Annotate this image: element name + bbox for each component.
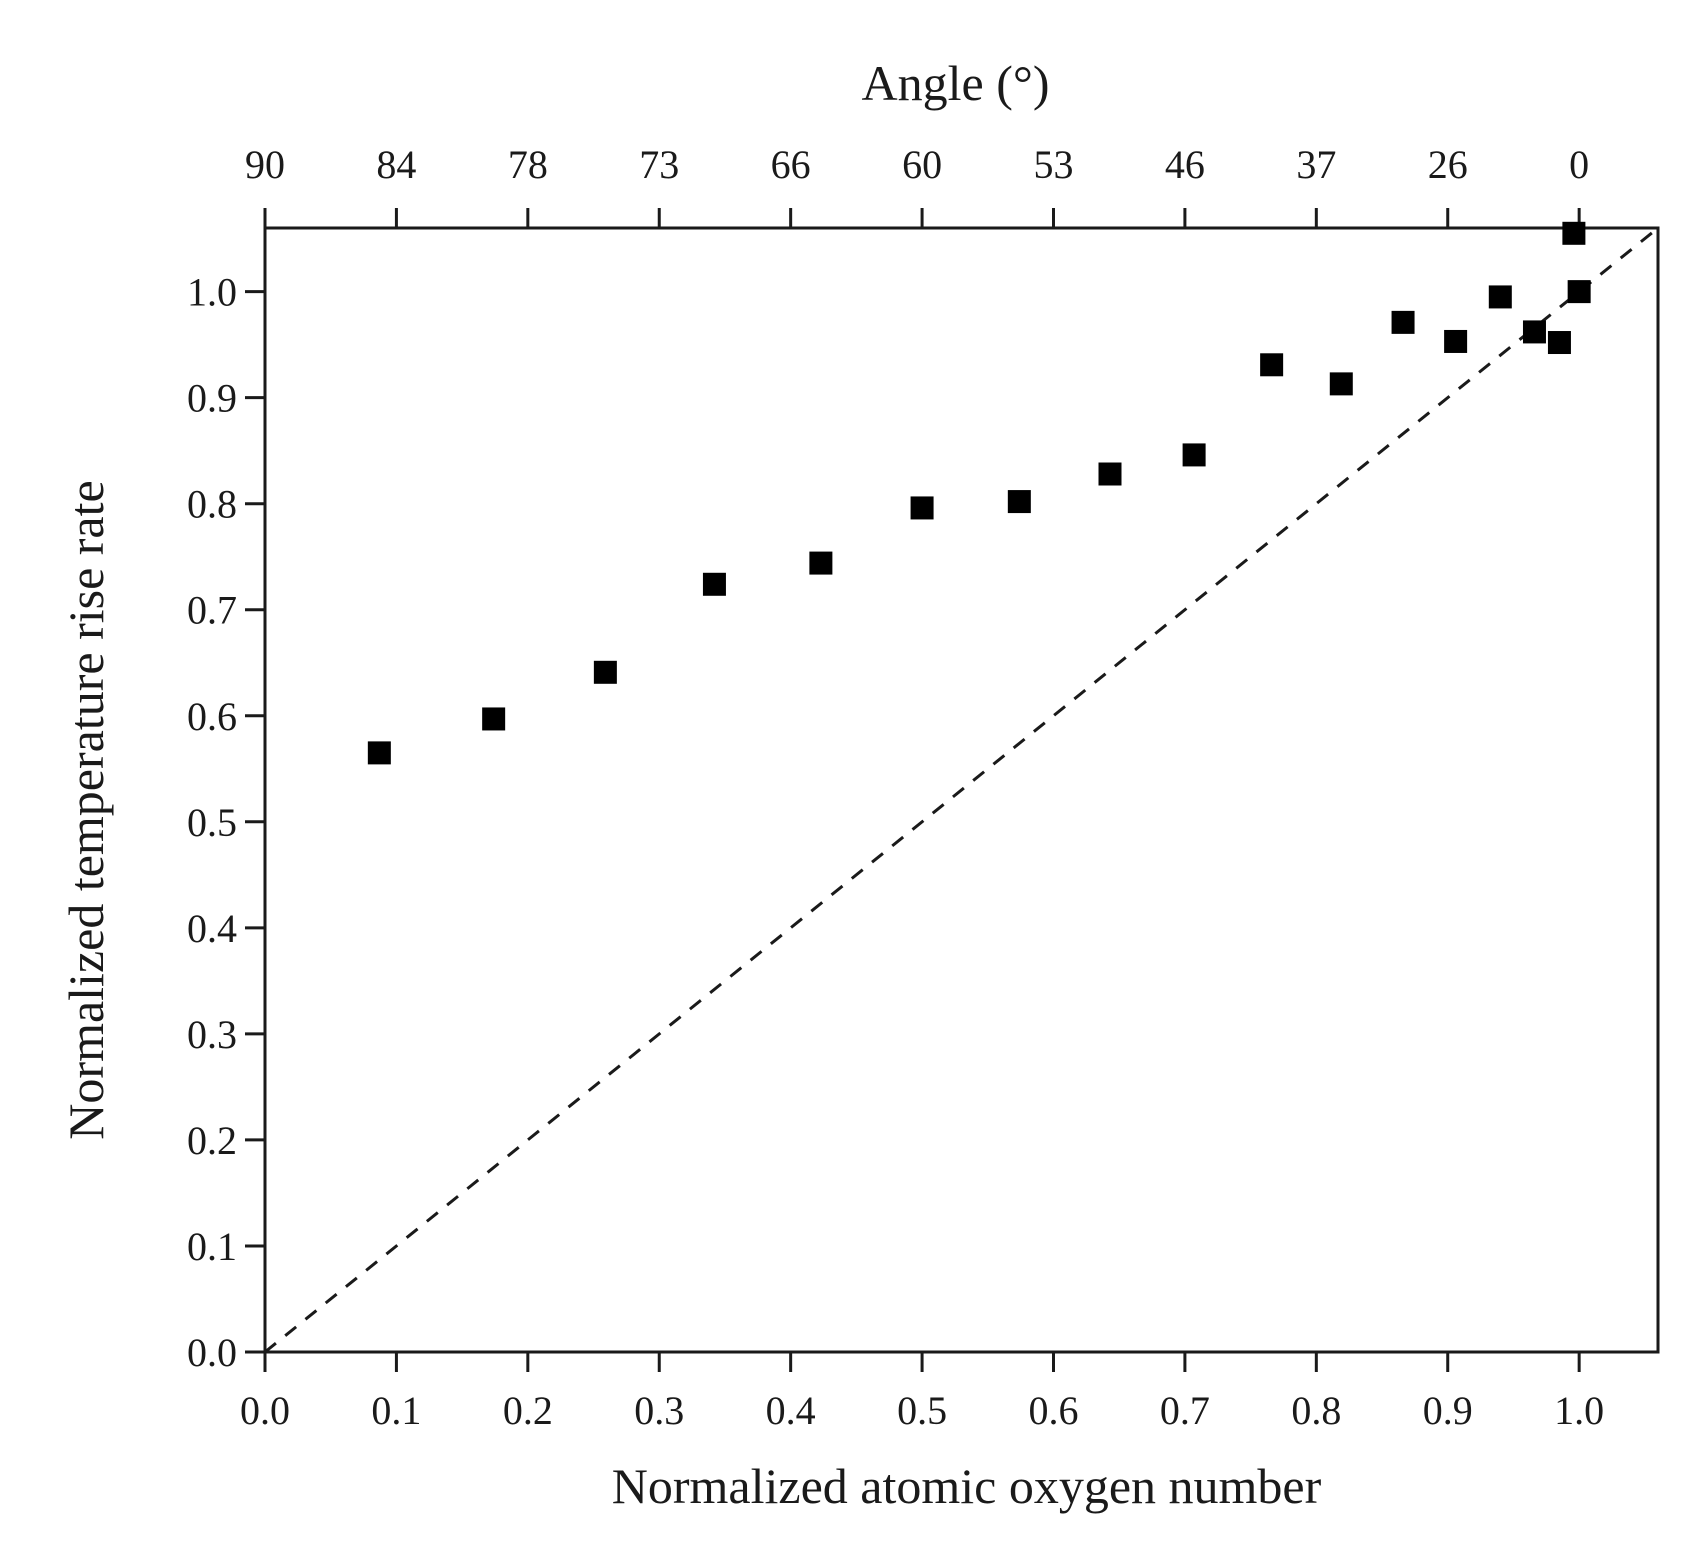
x-tick-label: 0.2 <box>503 1388 553 1433</box>
x-tick-label: 0.3 <box>634 1388 684 1433</box>
y-tick-label: 0.2 <box>187 1118 237 1163</box>
data-point <box>1488 285 1512 309</box>
top-tick-label: 90 <box>245 142 285 187</box>
x-tick-label: 1.0 <box>1554 1388 1604 1433</box>
top-tick-label: 26 <box>1428 142 1468 187</box>
top-tick-label: 0 <box>1569 142 1589 187</box>
data-point <box>1098 462 1122 486</box>
y-tick-label: 0.4 <box>187 906 237 951</box>
y-axis-title: Normalized temperature rise rate <box>58 480 114 1139</box>
data-point <box>809 551 833 575</box>
x-tick-label: 0.4 <box>766 1388 816 1433</box>
top-tick-label: 66 <box>771 142 811 187</box>
top-tick-label: 60 <box>902 142 942 187</box>
x-tick-label: 0.5 <box>897 1388 947 1433</box>
y-tick-label: 0.9 <box>187 376 237 421</box>
data-point <box>1260 353 1284 377</box>
top-tick-label: 46 <box>1165 142 1205 187</box>
left-axis-ticks: 0.0 0.1 0.2 0.3 0.4 0.5 0.6 0.7 0.8 0.9 1.0 <box>187 270 265 1375</box>
data-point <box>1567 280 1591 304</box>
x-tick-label: 0.8 <box>1291 1388 1341 1433</box>
data-point <box>1007 490 1031 514</box>
top-tick-label: 84 <box>376 142 416 187</box>
reference-diagonal-line <box>264 226 1659 1354</box>
x-tick-label: 0.1 <box>371 1388 421 1433</box>
y-tick-label: 1.0 <box>187 270 237 315</box>
x-tick-label: 0.6 <box>1028 1388 1078 1433</box>
data-point <box>1444 329 1468 353</box>
y-tick-label: 0.6 <box>187 694 237 739</box>
data-point <box>1562 221 1586 245</box>
data-points <box>367 221 1591 765</box>
y-tick-label: 0.7 <box>187 588 237 633</box>
top-tick-label: 73 <box>639 142 679 187</box>
top-axis-title: Angle (°) <box>862 55 1050 111</box>
top-axis-ticks: 90 84 78 73 66 60 53 46 37 26 0 <box>245 142 1589 228</box>
data-point <box>1329 372 1353 396</box>
data-point <box>1547 331 1571 355</box>
top-tick-label: 37 <box>1296 142 1336 187</box>
x-tick-label: 0.0 <box>240 1388 290 1433</box>
y-tick-label: 0.5 <box>187 800 237 845</box>
y-tick-label: 0.1 <box>187 1224 237 1269</box>
reference-line-group <box>264 226 1659 1354</box>
data-point <box>910 496 934 520</box>
data-point <box>1522 320 1546 344</box>
x-axis-title: Normalized atomic oxygen number <box>612 1458 1322 1514</box>
y-tick-label: 0.3 <box>187 1012 237 1057</box>
bottom-axis-ticks: 0.0 0.1 0.2 0.3 0.4 0.5 0.6 0.7 0.8 0.9 1.0 <box>240 1352 1604 1433</box>
x-tick-label: 0.9 <box>1423 1388 1473 1433</box>
y-tick-label: 0.8 <box>187 482 237 527</box>
plot-frame <box>263 226 1660 1354</box>
x-tick-label: 0.7 <box>1160 1388 1210 1433</box>
data-point <box>367 741 391 765</box>
data-point <box>482 707 506 731</box>
data-point <box>1182 443 1206 467</box>
data-point <box>593 660 617 684</box>
data-point <box>702 572 726 596</box>
top-tick-label: 78 <box>508 142 548 187</box>
plot-area: 0.0 0.1 0.2 0.3 0.4 0.5 0.6 0.7 0.8 0.9 1.0 0.0 0.1… <box>187 142 1660 1433</box>
top-tick-label: 53 <box>1033 142 1073 187</box>
y-tick-label: 0.0 <box>187 1330 237 1375</box>
data-point <box>1391 310 1415 334</box>
